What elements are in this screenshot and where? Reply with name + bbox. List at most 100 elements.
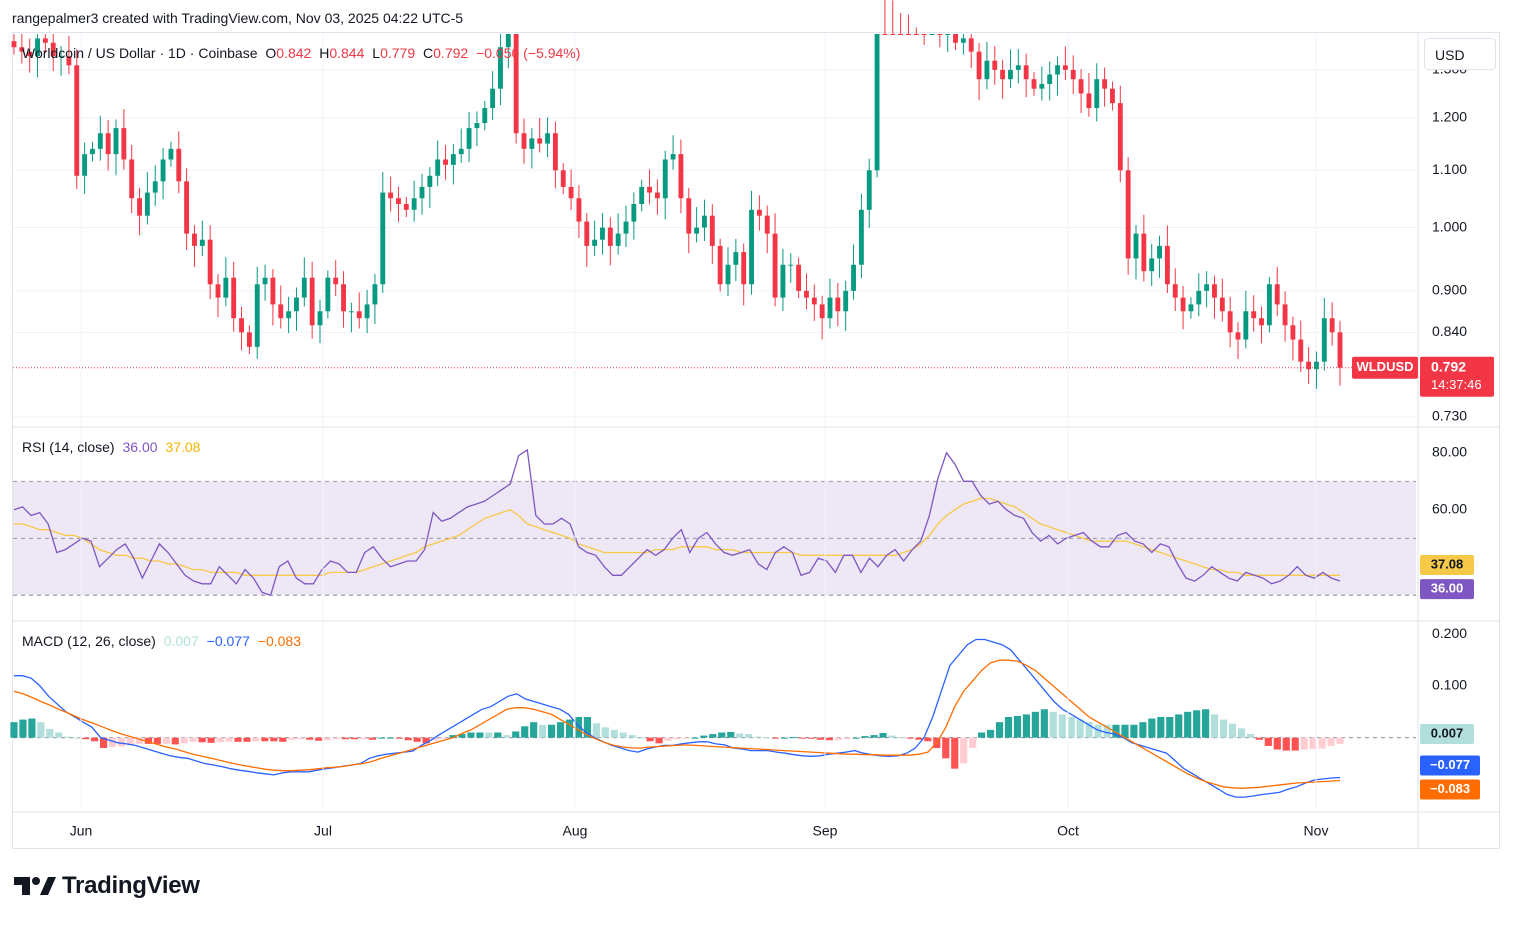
currency-button[interactable]: USD (1424, 38, 1496, 70)
macd-hist-bar (565, 719, 574, 738)
candle-body (113, 128, 119, 155)
footer-logo[interactable]: TradingView (14, 872, 200, 900)
candle-body (168, 148, 174, 160)
rsi-tick-label: 60.00 (1432, 500, 1467, 516)
macd-hist-bar (512, 731, 520, 738)
candle-body (1125, 170, 1131, 259)
candle-body (74, 65, 80, 176)
candle-body (1172, 284, 1178, 298)
macd-hist-bar (332, 737, 341, 740)
candle-body (890, 34, 896, 35)
candle-body (223, 277, 229, 298)
candle-body (1141, 233, 1147, 272)
macd-hist-bar (1237, 728, 1246, 738)
candle-body (788, 264, 794, 266)
macd-hist-bar (422, 737, 430, 744)
macd-hist-bar (1058, 714, 1066, 738)
macd-signal-value: −0.083 (257, 633, 301, 649)
candle-body (1219, 297, 1225, 312)
candle-body (231, 277, 237, 319)
candle-body (427, 175, 433, 187)
candle-body (246, 332, 252, 347)
price-tag-value: 0.792 (1431, 358, 1466, 374)
macd-hist-bar (288, 737, 296, 740)
candle-body (1023, 65, 1029, 80)
macd-hist-bar (986, 729, 995, 738)
macd-hist-bar (771, 737, 780, 739)
macd-hist-bar (1157, 717, 1165, 738)
macd-hist-bar (978, 732, 986, 738)
macd-hist-bar (942, 737, 950, 759)
macd-line (14, 638, 1341, 798)
candle-body (1102, 79, 1108, 89)
candle-body (1227, 311, 1233, 333)
candle-body (82, 154, 88, 176)
candle-body (851, 264, 856, 291)
macd-hist-bar (1273, 737, 1281, 750)
time-tick-label: Jun (70, 823, 93, 839)
macd-hist-bar (1318, 737, 1326, 749)
candle-body (858, 209, 864, 265)
candle-body (498, 47, 503, 89)
macd-hist-bar (1031, 711, 1039, 738)
candle-body (1259, 318, 1264, 326)
candle-body (1031, 79, 1037, 89)
candle-body (192, 233, 197, 246)
close-label: C (423, 45, 434, 61)
time-tick-label: Aug (563, 823, 588, 839)
candle-body (733, 252, 739, 265)
macd-hist-bar (574, 717, 583, 738)
macd-tick-label: 0.200 (1432, 625, 1467, 641)
candle-body (953, 34, 958, 43)
candle-body (1055, 65, 1060, 75)
macd-hist-bar (1094, 724, 1102, 738)
candle-body (804, 290, 809, 298)
macd-hist-bar (270, 737, 278, 742)
macd-hist-bar (727, 731, 735, 738)
candle-body (764, 215, 770, 234)
rsi-ma-value: 37.08 (165, 439, 201, 455)
macd-hist-bar (1067, 717, 1075, 738)
candle-body (717, 245, 723, 285)
macd-tag-bg (1420, 755, 1480, 776)
candle-body (654, 192, 660, 199)
macd-hist-bar (924, 737, 932, 742)
candle-body (913, 34, 919, 35)
macd-hist-bar (64, 736, 72, 738)
macd-hist-bar (816, 737, 824, 740)
candle-body (309, 277, 315, 326)
macd-hist-bar (1076, 719, 1084, 738)
macd-hist-bar (108, 737, 117, 747)
macd-hist-bar (485, 732, 493, 738)
macd-hist-bar (789, 737, 798, 739)
macd-hist-bar (852, 737, 860, 739)
candle-body (631, 203, 637, 222)
candle-body (372, 284, 378, 305)
candle-body (129, 159, 135, 199)
time-tick-label: Jul (314, 823, 332, 839)
candle-body (702, 215, 707, 228)
candle-body (396, 198, 401, 204)
candle-body (1070, 69, 1076, 80)
macd-hist-bar (547, 724, 556, 738)
candle-body (1337, 332, 1343, 368)
candle-body (348, 311, 354, 313)
candle-body (819, 304, 825, 319)
candle-body (898, 34, 904, 35)
macd-hist-bar (1309, 737, 1317, 750)
candle-body (1047, 74, 1053, 84)
candle-body (749, 209, 754, 285)
candle-body (552, 133, 558, 171)
candle-body (1062, 65, 1068, 70)
candle-body (27, 51, 33, 57)
candle-body (1110, 88, 1115, 104)
macd-hist-tag-bg (1420, 724, 1474, 745)
brand-name: TradingView (62, 872, 200, 899)
time-tick-label: Sep (813, 823, 838, 839)
candle-body (411, 198, 417, 210)
candle-body (301, 277, 307, 298)
macd-hist-bar (55, 732, 63, 738)
candle-body (741, 252, 747, 285)
candle-body (1314, 361, 1319, 370)
